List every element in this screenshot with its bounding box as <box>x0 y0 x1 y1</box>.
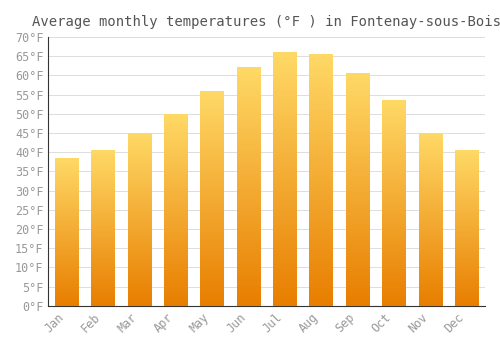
Title: Average monthly temperatures (°F ) in Fontenay-sous-Bois: Average monthly temperatures (°F ) in Fo… <box>32 15 500 29</box>
